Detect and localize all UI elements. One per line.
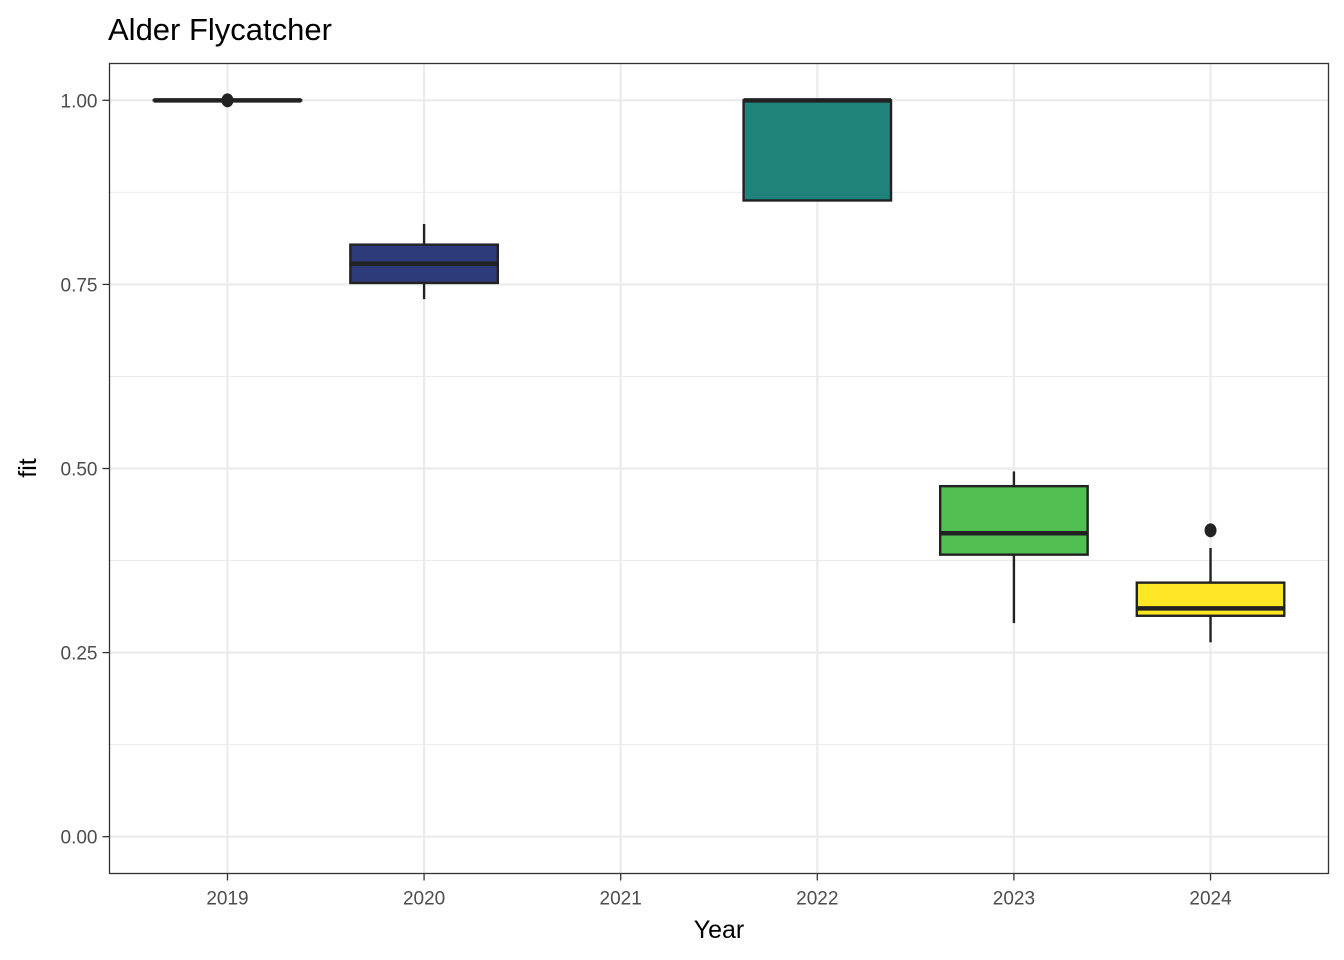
y-tick-label: 0.75 (61, 275, 98, 296)
box-2019 (152, 93, 303, 108)
box-2022 (742, 98, 893, 202)
y-axis-title: fit (14, 458, 42, 478)
x-tick-label: 2021 (600, 889, 642, 910)
chart-title: Alder Flycatcher (108, 12, 332, 47)
y-tick-label: 0.00 (61, 828, 98, 849)
x-tick-label: 2020 (403, 889, 445, 910)
y-tick-label: 0.25 (61, 644, 98, 665)
box-layer (152, 93, 1286, 643)
y-tick-label: 0.50 (61, 460, 98, 481)
x-tick-label: 2022 (796, 889, 838, 910)
x-tick-label: 2023 (993, 889, 1035, 910)
box-body (742, 99, 893, 202)
x-tick-label: 2019 (206, 889, 248, 910)
box-2020 (349, 224, 500, 300)
outlier-point (221, 93, 234, 108)
box-2024 (1135, 523, 1286, 643)
outlier-point (1204, 523, 1217, 538)
axis-layer: 0.00 0.25 0.50 0.75 1.00 2019 2020 2021 2022 2023… (61, 91, 1233, 909)
x-axis-title: Year (694, 916, 745, 944)
box-body (1135, 581, 1286, 617)
y-tick-label: 1.00 (61, 91, 98, 112)
grid-layer (109, 63, 1329, 874)
box-2023 (938, 471, 1089, 624)
box-body (938, 484, 1089, 556)
x-tick-label: 2024 (1189, 889, 1232, 910)
